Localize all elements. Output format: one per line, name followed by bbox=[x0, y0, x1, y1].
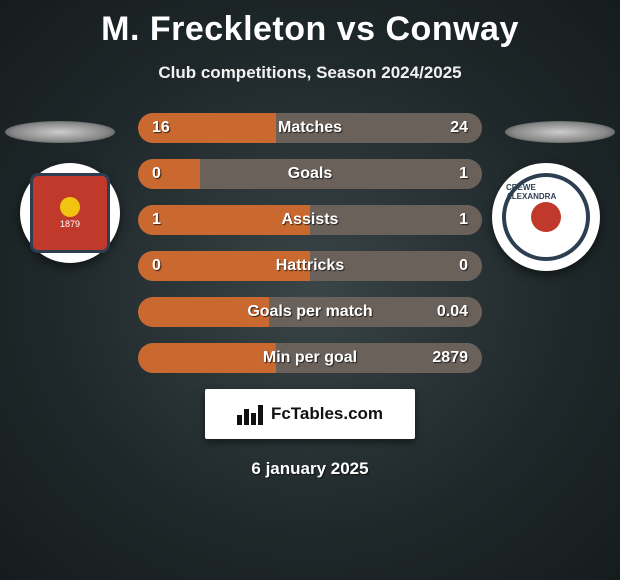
crest-right-icon: CREWE ALEXANDRA bbox=[502, 173, 590, 261]
stat-label: Hattricks bbox=[202, 257, 418, 275]
chart-icon bbox=[237, 403, 265, 425]
stat-label: Assists bbox=[202, 211, 418, 229]
stat-row: 0Hattricks0 bbox=[138, 251, 482, 281]
team-right-logo: CREWE ALEXANDRA bbox=[492, 163, 600, 271]
stat-row: Goals per match0.04 bbox=[138, 297, 482, 327]
stat-value-left: 0 bbox=[152, 165, 202, 183]
comparison-subtitle: Club competitions, Season 2024/2025 bbox=[0, 63, 620, 83]
stat-row: 16Matches24 bbox=[138, 113, 482, 143]
branding-text: FcTables.com bbox=[271, 404, 383, 424]
stat-label: Goals per match bbox=[202, 303, 418, 321]
stat-label: Min per goal bbox=[202, 349, 418, 367]
stat-value-right: 0.04 bbox=[418, 303, 468, 321]
stat-value-right: 2879 bbox=[418, 349, 468, 367]
crest-left-icon: 1879 bbox=[30, 173, 110, 253]
stat-value-right: 24 bbox=[418, 119, 468, 137]
comparison-title: M. Freckleton vs Conway bbox=[0, 0, 620, 49]
stat-value-right: 1 bbox=[418, 165, 468, 183]
crest-right-text: CREWE ALEXANDRA bbox=[506, 183, 586, 201]
stat-value-left: 16 bbox=[152, 119, 202, 137]
stat-row: 0Goals1 bbox=[138, 159, 482, 189]
stat-value-right: 1 bbox=[418, 211, 468, 229]
team-left-logo: 1879 bbox=[20, 163, 120, 263]
snapshot-date: 6 january 2025 bbox=[0, 459, 620, 479]
stat-value-right: 0 bbox=[418, 257, 468, 275]
comparison-main: 1879 CREWE ALEXANDRA 16Matches240Goals11… bbox=[0, 113, 620, 373]
stat-row: Min per goal2879 bbox=[138, 343, 482, 373]
stat-label: Goals bbox=[202, 165, 418, 183]
branding-badge[interactable]: FcTables.com bbox=[205, 389, 415, 439]
stat-label: Matches bbox=[202, 119, 418, 137]
stat-row: 1Assists1 bbox=[138, 205, 482, 235]
stat-rows: 16Matches240Goals11Assists10Hattricks0Go… bbox=[138, 113, 482, 373]
shadow-left bbox=[5, 121, 115, 143]
shadow-right bbox=[505, 121, 615, 143]
stat-value-left: 0 bbox=[152, 257, 202, 275]
crest-left-year: 1879 bbox=[60, 219, 80, 229]
stat-value-left: 1 bbox=[152, 211, 202, 229]
